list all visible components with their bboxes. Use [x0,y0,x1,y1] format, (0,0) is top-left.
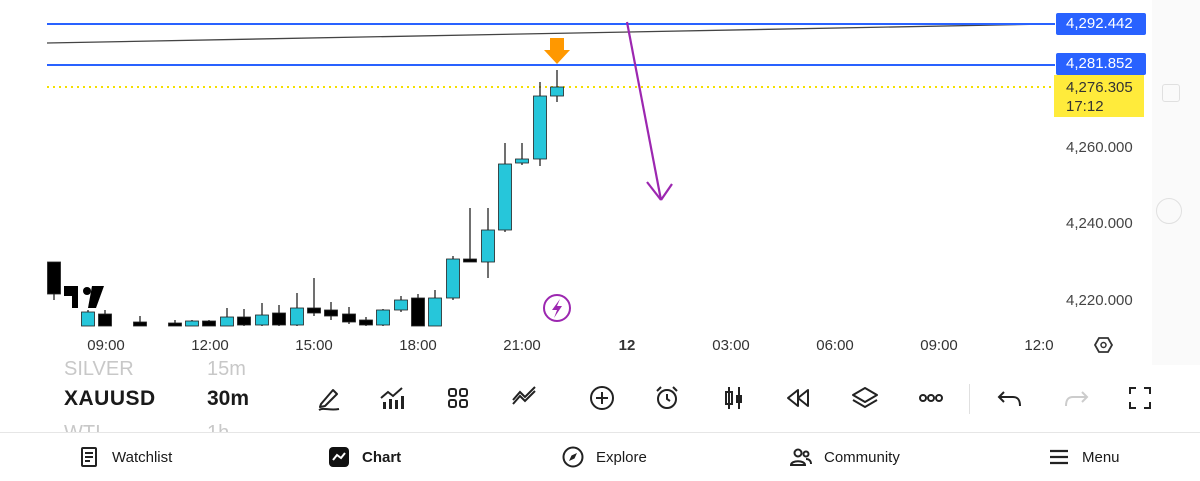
candle-body [428,297,442,327]
time-axis-label: 03:00 [712,337,750,354]
hamburger-menu-icon [1050,449,1068,465]
candle-body [47,261,61,295]
tradingview-logo-icon [64,286,104,308]
compass-icon [562,446,584,468]
candle-body [446,258,460,299]
more-icon[interactable] [913,380,949,416]
patterns-icon[interactable] [506,380,542,416]
time-axis-label: 09:00 [87,337,125,354]
replay-icon[interactable] [780,380,816,416]
time-axis-label: 09:00 [920,337,958,354]
candle-body [98,313,112,327]
time-axis-label: 06:00 [816,337,854,354]
price-axis-label: 4,260.000 [1066,139,1133,156]
nav-watchlist[interactable]: Watchlist [78,433,172,481]
candle-body [185,320,199,327]
time-axis-label: 18:00 [399,337,437,354]
nav-explore[interactable]: Explore [562,433,647,481]
candle-body [515,158,529,164]
nav-watchlist-label: Watchlist [112,448,173,466]
candle-body [498,163,512,231]
lower-line-price-label: 4,281.852 [1056,53,1146,75]
trend-line[interactable] [46,23,1051,44]
time-axis-label: 12:0 [1024,337,1054,354]
candle-body [394,299,408,311]
indicators-icon[interactable] [374,380,410,416]
nav-community-label: Community [824,448,900,466]
chart-area[interactable]: 4,292.442 4,281.852 4,276.305 17:12 4,26… [0,0,1200,365]
candle-body [133,321,147,327]
alert-icon[interactable] [649,380,685,416]
chart-icon [329,447,349,467]
toolbar-divider [969,384,970,414]
candle-countdown: 17:12 [1066,98,1104,115]
nav-chart[interactable]: Chart [328,433,401,481]
nav-community[interactable]: Community [790,433,900,481]
candle-body [272,312,286,326]
circle-icon[interactable] [1156,198,1182,224]
add-icon[interactable] [584,380,620,416]
time-axis-label: 12 [618,337,636,354]
upper-line-price-label: 4,292.442 [1056,13,1146,35]
nav-explore-label: Explore [596,448,647,466]
nav-menu[interactable]: Menu [1048,433,1120,481]
undo-icon[interactable] [992,380,1028,416]
candle-body [463,258,477,263]
community-icon [790,448,812,466]
candle-body [255,314,269,326]
candle-body [168,322,182,327]
purple-arrow[interactable] [625,21,673,201]
candle-body [359,319,373,326]
candle-body [290,307,304,326]
candle-body [324,309,338,317]
watchlist-icon [81,447,97,467]
fullscreen-icon[interactable] [1122,380,1158,416]
candles [47,70,564,327]
pencil-icon[interactable] [311,380,347,416]
candle-body [237,316,251,326]
candle-body [481,229,495,263]
last-price-value: 4,276.305 [1066,79,1133,96]
settings-hex-icon[interactable] [1093,337,1114,353]
bottom-navigation: Watchlist Chart Explore Community Menu [0,432,1200,481]
interval-selector[interactable]: 30m [207,387,250,410]
candle-body [342,313,356,323]
candle-body [220,316,234,327]
layouts-icon[interactable] [440,380,476,416]
lightning-icon[interactable] [543,294,571,322]
symbol-selector[interactable]: XAUUSD [64,387,156,410]
price-axis-label: 4,240.000 [1066,215,1133,232]
nav-menu-label: Menu [1082,448,1120,466]
candle-body [81,311,95,327]
orange-down-arrow-icon [544,38,570,64]
time-axis-label: 12:00 [191,337,229,354]
layers-icon[interactable] [847,380,883,416]
time-axis-label: 15:00 [295,337,333,354]
candle-body [376,309,390,326]
watchlist-prev-symbol[interactable]: SILVER [64,358,134,380]
time-axis-label: 21:00 [503,337,541,354]
candle-body [550,86,564,97]
candle-body [202,320,216,327]
candle-type-icon[interactable] [716,380,752,416]
candle-body [307,307,321,314]
price-axis-label: 4,220.000 [1066,292,1133,309]
right-edge-panel [1152,0,1200,365]
checkbox-icon[interactable] [1162,84,1180,102]
candle-body [411,297,425,327]
redo-icon[interactable] [1058,380,1094,416]
watchlist-prev-interval[interactable]: 15m [207,358,246,380]
candle-body [533,95,547,160]
last-price-label: 4,276.305 17:12 [1054,75,1144,117]
chart-canvas[interactable] [0,0,1200,365]
nav-chart-label: Chart [362,448,402,466]
